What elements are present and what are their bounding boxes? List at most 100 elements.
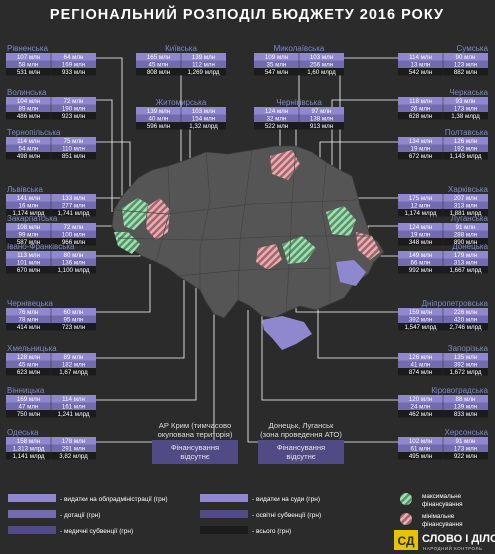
value-cell: 103 млн	[310, 54, 333, 61]
region-zakarpattia-highlight	[114, 232, 140, 254]
value-cell: 47 млн	[19, 403, 39, 410]
value-cell: 750 млн	[17, 411, 40, 418]
value-cell: 149 млн	[409, 252, 432, 259]
value-cell: 1,32 млрд	[189, 123, 218, 130]
value-cell: 1,269 млрд	[188, 69, 220, 76]
note-heading: Донецьк, Луганськ	[269, 421, 334, 430]
value-cell: 226 млн	[454, 309, 477, 316]
value-cell: 110 млн	[62, 145, 85, 152]
legend-swatch	[200, 510, 248, 518]
value-cell: 75 млн	[64, 138, 84, 145]
note-box	[258, 440, 344, 464]
legend-swatch	[8, 510, 56, 518]
value-cell: 91 млн	[456, 224, 476, 231]
note-box	[152, 440, 238, 464]
region-name: Чернівецька	[7, 299, 53, 308]
value-cell: 41 млн	[411, 361, 431, 368]
map-borders	[113, 145, 370, 313]
value-cell: 135 млн	[454, 354, 477, 361]
region-luhansk-highlight	[356, 232, 380, 260]
value-cell: 992 млн	[409, 267, 432, 274]
leader-line	[317, 290, 398, 359]
region-name: Запорізька	[448, 344, 489, 353]
leader-line	[247, 310, 398, 443]
note-heading: (зона проведення АТО)	[260, 430, 342, 439]
ukraine-map	[111, 145, 385, 350]
leader-line	[96, 250, 185, 359]
region-name: Львівська	[7, 185, 43, 194]
logo-text: СЛОВО І ДІЛО	[422, 533, 495, 545]
value-cell: 833 млн	[454, 411, 477, 418]
region-block: Херсонська 102 млн 91 млн 61 млн 173 млн 495 …	[398, 428, 489, 460]
leader-line	[96, 57, 123, 200]
note-box-text: відсутнє	[286, 452, 315, 461]
value-cell: 1,741 млрд	[58, 210, 90, 217]
value-cell: 3,82 млрд	[59, 453, 88, 460]
value-cell: 13 млн	[411, 61, 431, 68]
value-cell: 72 млн	[64, 98, 84, 105]
legend-label: - медичні субвенції (грн)	[60, 527, 133, 535]
value-cell: 154 млн	[192, 115, 215, 122]
value-cell: 173 млн	[454, 105, 477, 112]
value-cell: 138 млн	[310, 115, 333, 122]
value-cell: 596 млн	[147, 123, 170, 130]
region-block: Луганська 124 млн 91 млн 19 млн 288 млн 348 м…	[398, 214, 489, 246]
legend-swatch	[200, 494, 248, 502]
region-name: Хмельницька	[7, 344, 57, 353]
value-cell: 97 млн	[312, 108, 332, 115]
value-cell: 874 млн	[409, 369, 432, 376]
value-cell: 1,141 млрд	[13, 453, 45, 460]
region-kharkiv-highlight	[326, 206, 356, 236]
logo-mark-box	[394, 530, 418, 550]
legend-right-label: максимальне	[422, 493, 462, 500]
value-cell: 108 млн	[17, 224, 40, 231]
value-cell: 32 млн	[267, 115, 287, 122]
value-cell: 61 млн	[411, 445, 431, 452]
value-cell: 1,60 млрд	[307, 69, 336, 76]
leader-line	[96, 272, 197, 401]
value-cell: 161 млн	[62, 403, 85, 410]
note-heading: окупована територія)	[158, 430, 233, 439]
value-cell: 1,67 млрд	[59, 369, 88, 376]
value-cell: 40 млн	[149, 115, 169, 122]
value-cell: 80 млн	[64, 252, 84, 259]
region-name: Чернігівська	[276, 98, 322, 107]
value-cell: 103 млн	[192, 108, 215, 115]
region-block: Донецька 149 млн 179 млн 66 млн 313 млн 992 м…	[398, 242, 489, 274]
value-cell: 88 млн	[456, 396, 476, 403]
region-name: Житомирська	[156, 98, 207, 107]
value-cell: 76 млн	[19, 309, 39, 316]
value-cell: 192 млн	[454, 145, 477, 152]
note-box-text: відсутнє	[180, 452, 209, 461]
value-cell: 136 млн	[62, 259, 85, 266]
region-volyn-highlight	[122, 198, 148, 230]
value-cell: 45 млн	[19, 361, 39, 368]
value-cell: 72 млн	[64, 224, 84, 231]
value-cell: 178 млн	[62, 438, 85, 445]
legend: - видатки на облрадміністрації (грн) - до…	[8, 493, 462, 535]
legend-right-label: фінансування	[422, 520, 462, 528]
value-cell: 26 млн	[411, 105, 431, 112]
region-donetsk-lilac	[336, 260, 366, 286]
value-cell: 313 млн	[454, 202, 477, 209]
region-name: Миколаївська	[274, 44, 325, 53]
value-cell: 179 млн	[454, 252, 477, 259]
value-cell: 313 млн	[454, 259, 477, 266]
value-cell: 58 млн	[19, 61, 39, 68]
value-cell: 78 млн	[19, 316, 39, 323]
region-name: Харківська	[448, 185, 489, 194]
value-cell: 522 млн	[265, 123, 288, 130]
region-name: Рівненська	[7, 44, 48, 53]
value-cell: 16 млн	[19, 202, 39, 209]
